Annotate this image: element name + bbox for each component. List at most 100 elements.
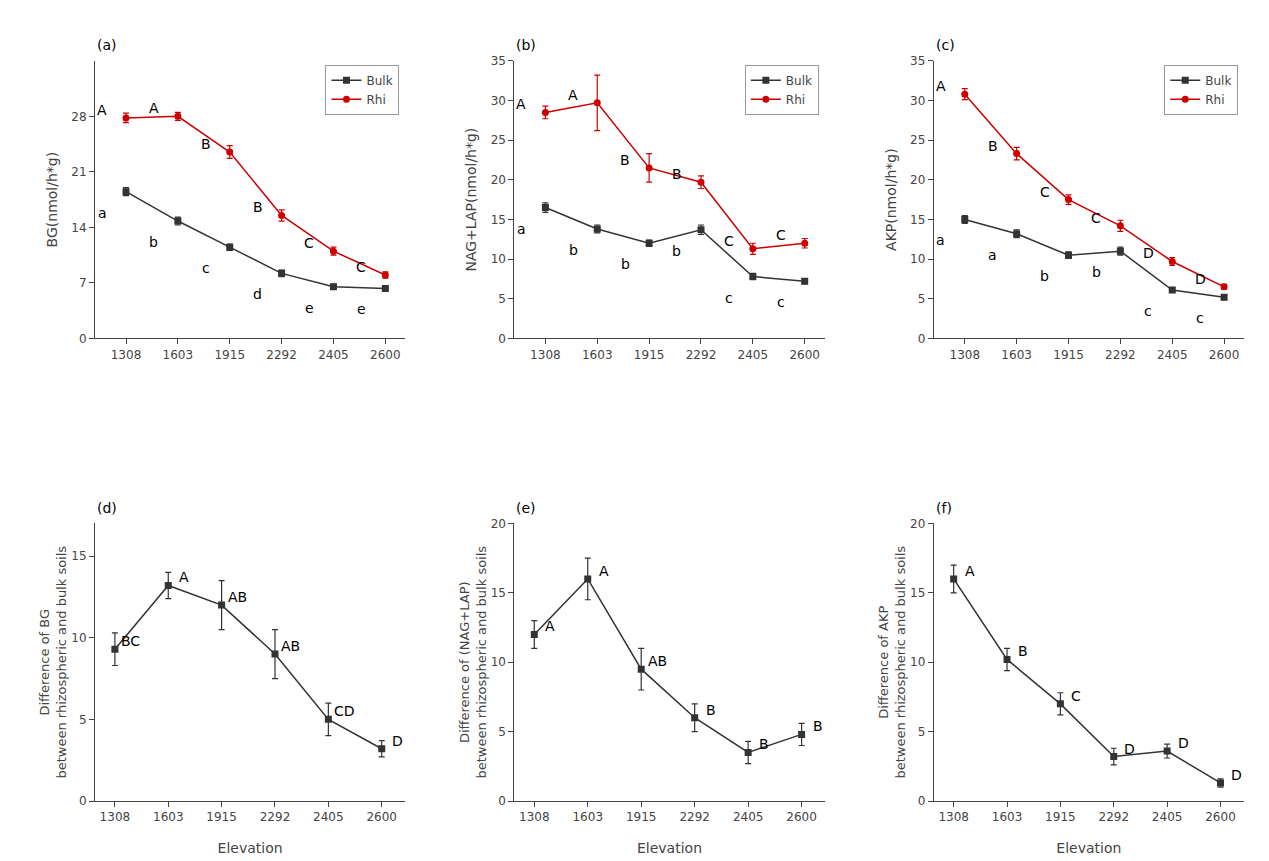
svg-text:b: b [672, 243, 681, 259]
svg-text:B: B [988, 138, 998, 154]
svg-text:B: B [706, 702, 716, 718]
svg-text:25: 25 [910, 133, 925, 147]
svg-text:D: D [1124, 741, 1135, 757]
svg-text:Elevation: Elevation [218, 840, 283, 856]
svg-text:1308: 1308 [949, 348, 980, 362]
svg-text:D: D [1143, 245, 1154, 261]
svg-text:BG(nmol/h*g): BG(nmol/h*g) [44, 152, 60, 248]
svg-text:14: 14 [71, 221, 86, 235]
svg-text:c: c [1196, 310, 1204, 326]
svg-text:0: 0 [79, 332, 87, 346]
svg-text:15: 15 [491, 213, 506, 227]
svg-text:(e): (e) [516, 500, 536, 516]
svg-text:a: a [517, 221, 526, 237]
svg-text:30: 30 [910, 94, 925, 108]
svg-text:Difference of (NAG+LAP)between: Difference of (NAG+LAP)between rhizosphe… [457, 546, 489, 779]
svg-text:10: 10 [910, 655, 925, 669]
svg-text:b: b [1040, 268, 1049, 284]
svg-text:NAG+LAP(nmol/h*g): NAG+LAP(nmol/h*g) [463, 128, 479, 272]
svg-text:2405: 2405 [318, 348, 349, 362]
svg-text:b: b [621, 256, 630, 272]
svg-text:Rhi: Rhi [786, 93, 805, 107]
svg-text:Elevation: Elevation [637, 840, 702, 856]
svg-text:a: a [988, 247, 997, 263]
svg-text:BC: BC [121, 633, 140, 649]
svg-text:0: 0 [79, 794, 87, 808]
svg-text:c: c [1144, 303, 1152, 319]
svg-text:35: 35 [910, 54, 925, 68]
svg-text:B: B [253, 199, 263, 215]
svg-text:1308: 1308 [519, 810, 550, 824]
svg-text:AB: AB [281, 638, 300, 654]
svg-text:1915: 1915 [1053, 348, 1084, 362]
svg-text:Rhi: Rhi [1205, 93, 1224, 107]
svg-text:5: 5 [498, 725, 506, 739]
svg-text:2292: 2292 [679, 810, 710, 824]
svg-text:D: D [392, 733, 403, 749]
svg-text:2405: 2405 [1157, 348, 1188, 362]
svg-text:D: D [1178, 735, 1189, 751]
svg-text:A: A [936, 78, 946, 94]
svg-text:Elevation: Elevation [1056, 840, 1121, 856]
svg-text:Bulk: Bulk [786, 74, 812, 88]
svg-text:AKP(nmol/h*g): AKP(nmol/h*g) [883, 148, 899, 251]
svg-text:0: 0 [918, 794, 926, 808]
svg-text:10: 10 [491, 655, 506, 669]
svg-text:AB: AB [228, 589, 247, 605]
svg-text:21: 21 [71, 165, 86, 179]
svg-text:35: 35 [491, 54, 506, 68]
svg-text:2600: 2600 [786, 810, 817, 824]
svg-text:0: 0 [498, 332, 506, 346]
svg-text:(b): (b) [516, 37, 536, 53]
svg-text:B: B [759, 736, 769, 752]
svg-text:1603: 1603 [582, 348, 613, 362]
svg-text:1308: 1308 [100, 810, 131, 824]
svg-text:15: 15 [910, 213, 925, 227]
svg-text:A: A [149, 100, 159, 116]
svg-text:2292: 2292 [266, 348, 297, 362]
svg-text:10: 10 [71, 631, 86, 645]
svg-text:C: C [724, 233, 734, 249]
svg-text:D: D [1231, 767, 1242, 783]
svg-text:a: a [98, 205, 107, 221]
svg-text:5: 5 [498, 292, 506, 306]
svg-text:5: 5 [918, 725, 926, 739]
svg-text:1915: 1915 [626, 810, 657, 824]
svg-text:(f): (f) [936, 500, 952, 516]
svg-text:Rhi: Rhi [366, 93, 385, 107]
svg-text:b: b [569, 242, 578, 258]
svg-text:A: A [516, 96, 526, 112]
svg-text:CD: CD [334, 703, 355, 719]
svg-text:a: a [936, 232, 945, 248]
svg-text:e: e [357, 301, 366, 317]
svg-text:7: 7 [79, 276, 87, 290]
svg-text:c: c [777, 294, 785, 310]
svg-text:1308: 1308 [530, 348, 561, 362]
svg-text:2600: 2600 [789, 348, 820, 362]
svg-text:(c): (c) [936, 37, 955, 53]
svg-text:C: C [1091, 210, 1101, 226]
svg-text:1603: 1603 [153, 810, 184, 824]
svg-text:b: b [149, 234, 158, 250]
svg-text:1603: 1603 [992, 810, 1023, 824]
svg-text:1915: 1915 [206, 810, 237, 824]
svg-text:5: 5 [79, 713, 87, 727]
svg-text:e: e [305, 300, 314, 316]
svg-text:1308: 1308 [111, 348, 142, 362]
svg-text:C: C [776, 227, 786, 243]
svg-text:2600: 2600 [1209, 348, 1240, 362]
svg-text:A: A [965, 563, 975, 579]
svg-text:10: 10 [491, 252, 506, 266]
svg-text:C: C [1071, 688, 1081, 704]
svg-text:d: d [253, 286, 262, 302]
svg-text:A: A [599, 563, 609, 579]
svg-text:c: c [725, 290, 733, 306]
svg-text:2405: 2405 [733, 810, 764, 824]
svg-text:b: b [1092, 264, 1101, 280]
svg-text:C: C [356, 259, 366, 275]
svg-text:15: 15 [491, 586, 506, 600]
svg-text:5: 5 [918, 292, 926, 306]
svg-text:2292: 2292 [1098, 810, 1129, 824]
svg-text:B: B [620, 152, 630, 168]
svg-text:2292: 2292 [1105, 348, 1136, 362]
